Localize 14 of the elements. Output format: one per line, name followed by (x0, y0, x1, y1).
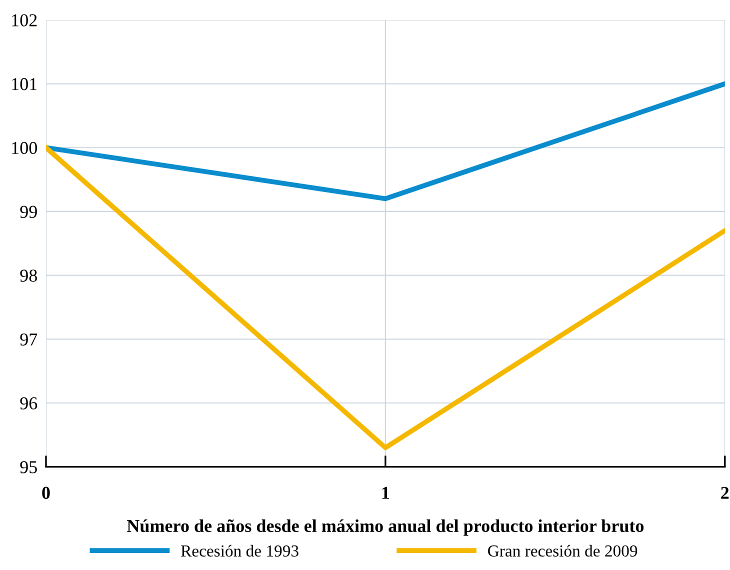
y-tick-label: 98 (20, 270, 37, 282)
y-tick-label: 95 (20, 461, 37, 474)
legend-label: Recesión de 1993 (181, 544, 298, 557)
y-tick-label: 101 (12, 78, 37, 90)
legend-label: Gran recesión de 2009 (488, 544, 638, 557)
y-tick-label: 99 (20, 206, 37, 218)
x-tick-label: 1 (382, 486, 390, 499)
x-axis-title: Número de años desde el máximo anual del producto interior bruto (126, 519, 644, 536)
x-tick-label: 2 (721, 486, 729, 499)
y-tick-label: 96 (20, 397, 38, 410)
x-tick-label: 0 (42, 486, 50, 499)
y-tick-label: 102 (12, 14, 37, 26)
y-tick-label: 100 (12, 142, 37, 154)
y-tick-label: 97 (20, 333, 38, 346)
